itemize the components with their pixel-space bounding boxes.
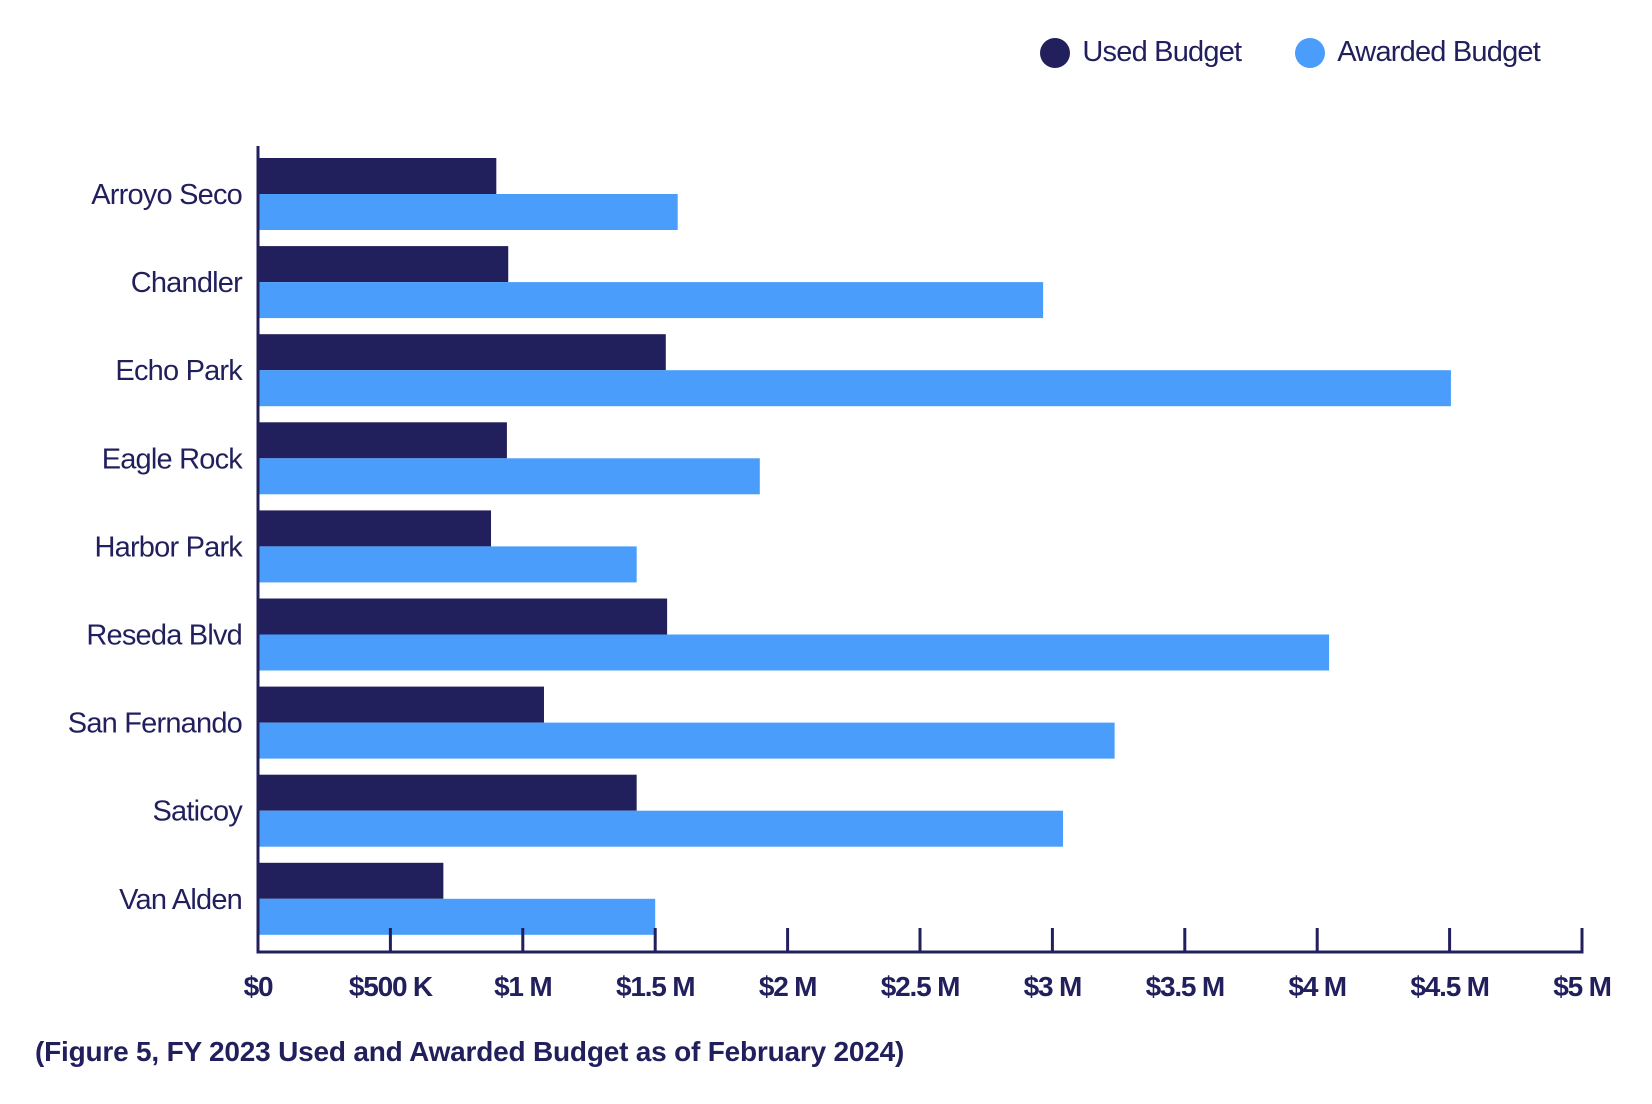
bar-used-budget bbox=[258, 774, 637, 811]
legend-label-used: Used Budget bbox=[1082, 36, 1242, 68]
legend: Used Budget Awarded Budget bbox=[1040, 36, 1541, 69]
bar-used-budget bbox=[258, 686, 544, 723]
bar-awarded-budget bbox=[258, 194, 678, 230]
category-label: Echo Park bbox=[115, 355, 243, 387]
x-tick-label: $2.5 M bbox=[881, 971, 959, 1000]
x-tick-label: $4.5 M bbox=[1410, 971, 1488, 1000]
legend-item-used-budget: Used Budget bbox=[1040, 36, 1242, 69]
bar-used-budget bbox=[258, 422, 507, 459]
bar-awarded-budget bbox=[258, 458, 760, 495]
bar-awarded-budget bbox=[258, 546, 637, 583]
category-label: Eagle Rock bbox=[102, 443, 244, 475]
x-tick-label: $1 M bbox=[494, 971, 551, 1000]
bar-awarded-budget bbox=[258, 282, 1044, 319]
category-label: San Fernando bbox=[68, 708, 242, 740]
bar-awarded-budget bbox=[258, 810, 1063, 847]
bar-awarded-budget bbox=[258, 898, 656, 935]
bar-used-budget bbox=[258, 334, 666, 371]
bar-chart: Arroyo Seco Chandler Echo Park Eagle Rock Ha… bbox=[68, 146, 1612, 1000]
category-label: Reseda Blvd bbox=[86, 620, 242, 652]
x-tick-label: $5 M bbox=[1553, 971, 1610, 1000]
x-tick-label: $500 K bbox=[349, 971, 433, 1000]
category-label: Saticoy bbox=[153, 796, 244, 828]
bar-awarded-budget bbox=[258, 722, 1115, 759]
figure-caption: (Figure 5, FY 2023 Used and Awarded Budg… bbox=[35, 1036, 905, 1067]
legend-swatch-used bbox=[1040, 37, 1071, 68]
legend-item-awarded-budget: Awarded Budget bbox=[1295, 36, 1541, 69]
x-tick-label: $2 M bbox=[759, 971, 816, 1000]
category-label: Chandler bbox=[131, 267, 243, 299]
bar-used-budget bbox=[258, 158, 497, 194]
legend-label-awarded: Awarded Budget bbox=[1337, 36, 1541, 68]
bar-used-budget bbox=[258, 862, 444, 899]
category-label: Van Alden bbox=[119, 884, 242, 916]
category-label: Arroyo Seco bbox=[91, 179, 242, 211]
x-tick-label: $0 bbox=[244, 971, 273, 1000]
x-tick-label: $3.5 M bbox=[1146, 971, 1224, 1000]
x-tick-label: $3 M bbox=[1024, 971, 1081, 1000]
bar-awarded-budget bbox=[258, 634, 1330, 671]
bar-used-budget bbox=[258, 510, 492, 547]
legend-swatch-awarded bbox=[1295, 37, 1326, 68]
bar-awarded-budget bbox=[258, 370, 1451, 407]
bar-used-budget bbox=[258, 598, 668, 635]
x-tick-label: $4 M bbox=[1288, 971, 1345, 1000]
bar-used-budget bbox=[258, 246, 509, 283]
category-label: Harbor Park bbox=[94, 531, 243, 563]
x-tick-label: $1.5 M bbox=[616, 971, 694, 1000]
